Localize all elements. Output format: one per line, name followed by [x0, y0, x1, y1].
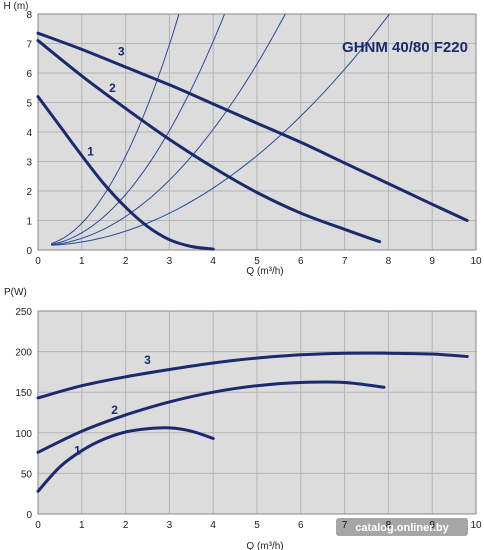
head-y-tick-label: 0	[26, 246, 32, 257]
head-x-tick-label: 4	[210, 256, 216, 267]
power-curve-label-3: 3	[144, 353, 151, 367]
power-curve-3	[36, 351, 469, 400]
head-y-axis-label: H (m)	[4, 1, 29, 12]
head-curve-label-2: 2	[109, 81, 116, 95]
head-system-curve	[50, 14, 180, 245]
head-x-tick-label: 5	[254, 256, 260, 267]
power-frame	[37, 310, 477, 515]
head-y-tick-label: 6	[26, 69, 32, 80]
head-frame	[37, 13, 477, 251]
head-x-tick-label: 8	[386, 256, 392, 267]
head-y-tick-label: 4	[26, 128, 32, 139]
head-x-axis-label: Q (m³/h)	[246, 266, 283, 277]
power-curve-2	[36, 380, 386, 454]
watermark-bg	[336, 518, 468, 536]
power-x-tick-label: 8	[386, 520, 392, 531]
head-x-tick-label: 3	[167, 256, 173, 267]
power-x-axis-label: Q (m³/h)	[246, 541, 283, 550]
head-x-tick-label: 6	[298, 256, 304, 267]
power-x-tick-label: 1	[79, 520, 85, 531]
head-x-tick-label: 10	[470, 256, 482, 267]
head-y-tick-label: 1	[26, 217, 32, 228]
head-y-tick-label: 3	[26, 158, 32, 169]
head-y-tick-label: 2	[26, 187, 32, 198]
head-system-curve	[50, 14, 226, 245]
head-x-tick-label: 9	[429, 256, 435, 267]
head-y-tick-label: 5	[26, 99, 32, 110]
power-y-tick-label: 250	[15, 307, 32, 318]
power-grid	[38, 311, 476, 514]
power-curve-1	[36, 426, 215, 493]
head-system-curve	[51, 14, 391, 246]
power-x-tick-label: 7	[342, 520, 348, 531]
power-curve-label-2: 2	[111, 403, 118, 417]
power-x-tick-label: 9	[429, 520, 435, 531]
watermark: catalog.onliner.by	[336, 518, 468, 536]
power-y-tick-label: 50	[21, 469, 33, 480]
head-system-curve	[51, 14, 286, 246]
head-x-tick-label: 7	[342, 256, 348, 267]
head-curve-1	[36, 95, 215, 251]
model-label: GHNM 40/80 F220	[342, 39, 468, 56]
power-x-tick-label: 0	[35, 520, 41, 531]
power-x-tick-label: 6	[298, 520, 304, 531]
power-x-tick-label: 10	[470, 520, 482, 531]
power-y-tick-label: 150	[15, 388, 32, 399]
power-curve-label-1: 1	[74, 444, 81, 458]
head-x-tick-label: 1	[79, 256, 85, 267]
head-curve-3	[36, 31, 469, 222]
head-curve-2	[36, 39, 382, 244]
power-x-tick-label: 3	[167, 520, 173, 531]
power-y-tick-label: 0	[26, 510, 32, 521]
head-x-tick-label: 2	[123, 256, 129, 267]
power-y-tick-label: 200	[15, 348, 32, 359]
head-y-tick-label: 7	[26, 40, 32, 51]
power-x-tick-label: 5	[254, 520, 260, 531]
power-y-tick-label: 100	[15, 429, 32, 440]
power-x-tick-label: 4	[210, 520, 216, 531]
power-x-tick-label: 2	[123, 520, 129, 531]
head-curve-label-1: 1	[87, 145, 94, 159]
head-x-tick-label: 0	[35, 256, 41, 267]
head-curve-label-3: 3	[118, 44, 125, 58]
power-y-axis-label: P(W)	[4, 287, 27, 298]
watermark-text: catalog.onliner.by	[355, 522, 449, 534]
head-y-tick-label: 8	[26, 10, 32, 21]
